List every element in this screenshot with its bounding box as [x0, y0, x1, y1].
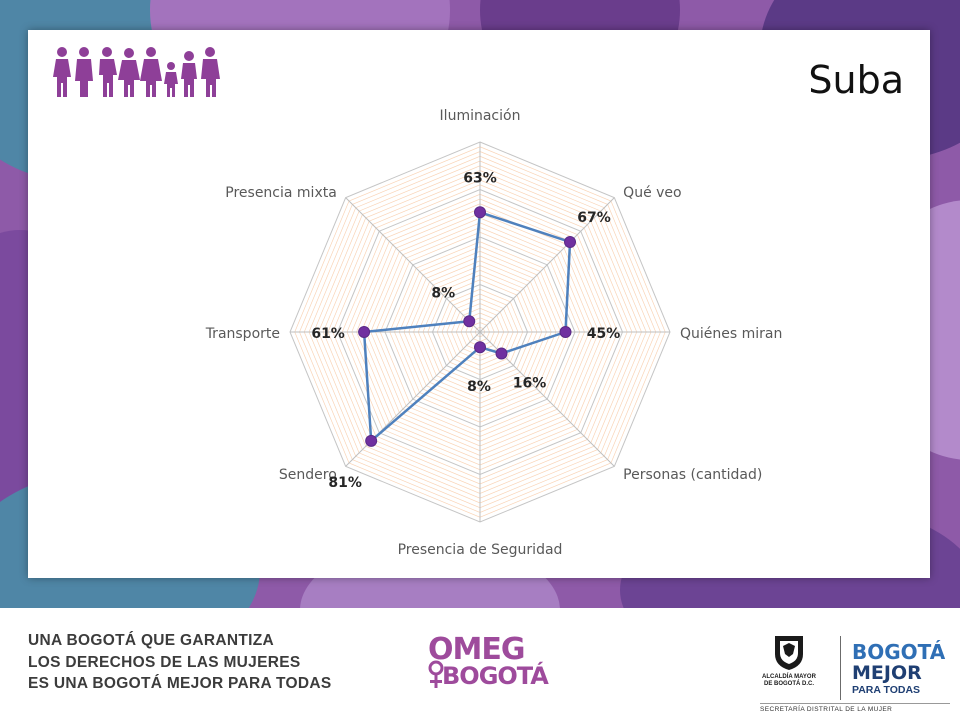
mejor-logo-line1: BOGOTÁ [852, 640, 946, 664]
radar-data-label: 63% [463, 170, 497, 186]
slide-title: Suba [808, 58, 904, 102]
radar-data-point [564, 235, 577, 248]
omeg-logo-line1: OMEG [428, 632, 525, 667]
radar-data-label: 67% [577, 210, 611, 226]
footer [0, 608, 960, 720]
mejor-logo-line2: MEJOR [852, 662, 922, 684]
radar-data-point [474, 341, 486, 354]
logo-divider [840, 636, 841, 700]
city-crest-icon [775, 636, 803, 670]
alcaldia-logo: ALCALDÍA MAYOR DE BOGOTÁ D.C. [754, 632, 824, 702]
radar-category-label: Sendero [279, 467, 337, 483]
woman-figure-icon [428, 660, 444, 688]
radar-data-label: 45% [587, 326, 621, 342]
radar-data-point [463, 315, 476, 328]
radar-data-point [474, 206, 486, 219]
radar-category-labels: Iluminación Qué veo Quiénes miran Personas … [205, 108, 783, 558]
radar-data-point [495, 347, 508, 360]
mejor-logo-line3: PARA TODAS [852, 684, 921, 696]
radar-category-label: Personas (cantidad) [623, 467, 762, 483]
slogan-line: UNA BOGOTÁ QUE GARANTIZA [28, 632, 275, 649]
radar-data-label: 16% [513, 375, 547, 391]
radar-series [358, 206, 577, 447]
omeg-logo: OMEG BOGOTÁ [428, 632, 549, 694]
radar-category-label: Transporte [205, 326, 280, 342]
alcaldia-text: ALCALDÍA MAYOR DE BOGOTÁ D.C. [754, 674, 824, 688]
omeg-logo-line2: BOGOTÁ [442, 662, 549, 690]
radar-category-label: Qué veo [623, 185, 681, 201]
radar-data-label: 81% [328, 475, 362, 491]
radar-category-label: Presencia mixta [225, 185, 337, 201]
slogan-line: ES UNA BOGOTÁ MEJOR PARA TODAS [28, 675, 332, 692]
radar-data-point [559, 326, 572, 338]
slogan: UNA BOGOTÁ QUE GARANTIZA LOS DERECHOS DE… [28, 630, 388, 695]
slogan-line: LOS DERECHOS DE LAS MUJERES [28, 653, 301, 671]
radar-data-point [365, 434, 378, 447]
women-group-icon [53, 47, 220, 97]
radar-axis [479, 197, 615, 333]
mejor-para-todas-logo: BOGOTÁ MEJOR PARA TODAS [852, 640, 952, 700]
radar-chart: Iluminación Qué veo Quiénes miran Personas … [205, 108, 783, 558]
radar-category-label: Quiénes miran [680, 326, 782, 342]
radar-data-label: 8% [467, 379, 491, 395]
radar-data-label: 61% [311, 326, 345, 342]
radar-axis [345, 197, 481, 333]
radar-data-label: 8% [431, 285, 455, 301]
alcaldia-line: ALCALDÍA MAYOR [762, 674, 816, 680]
alcaldia-line: DE BOGOTÁ D.C. [763, 681, 814, 687]
radar-category-label: Iluminación [440, 108, 521, 124]
secretaria-text: SECRETARÍA DISTRITAL DE LA MUJER [760, 703, 950, 713]
radar-data-point [358, 326, 371, 338]
radar-data-labels: 63% 67% 45% 16% 8% 81% 61% 8% [311, 170, 620, 491]
radar-category-label: Presencia de Seguridad [398, 542, 563, 558]
